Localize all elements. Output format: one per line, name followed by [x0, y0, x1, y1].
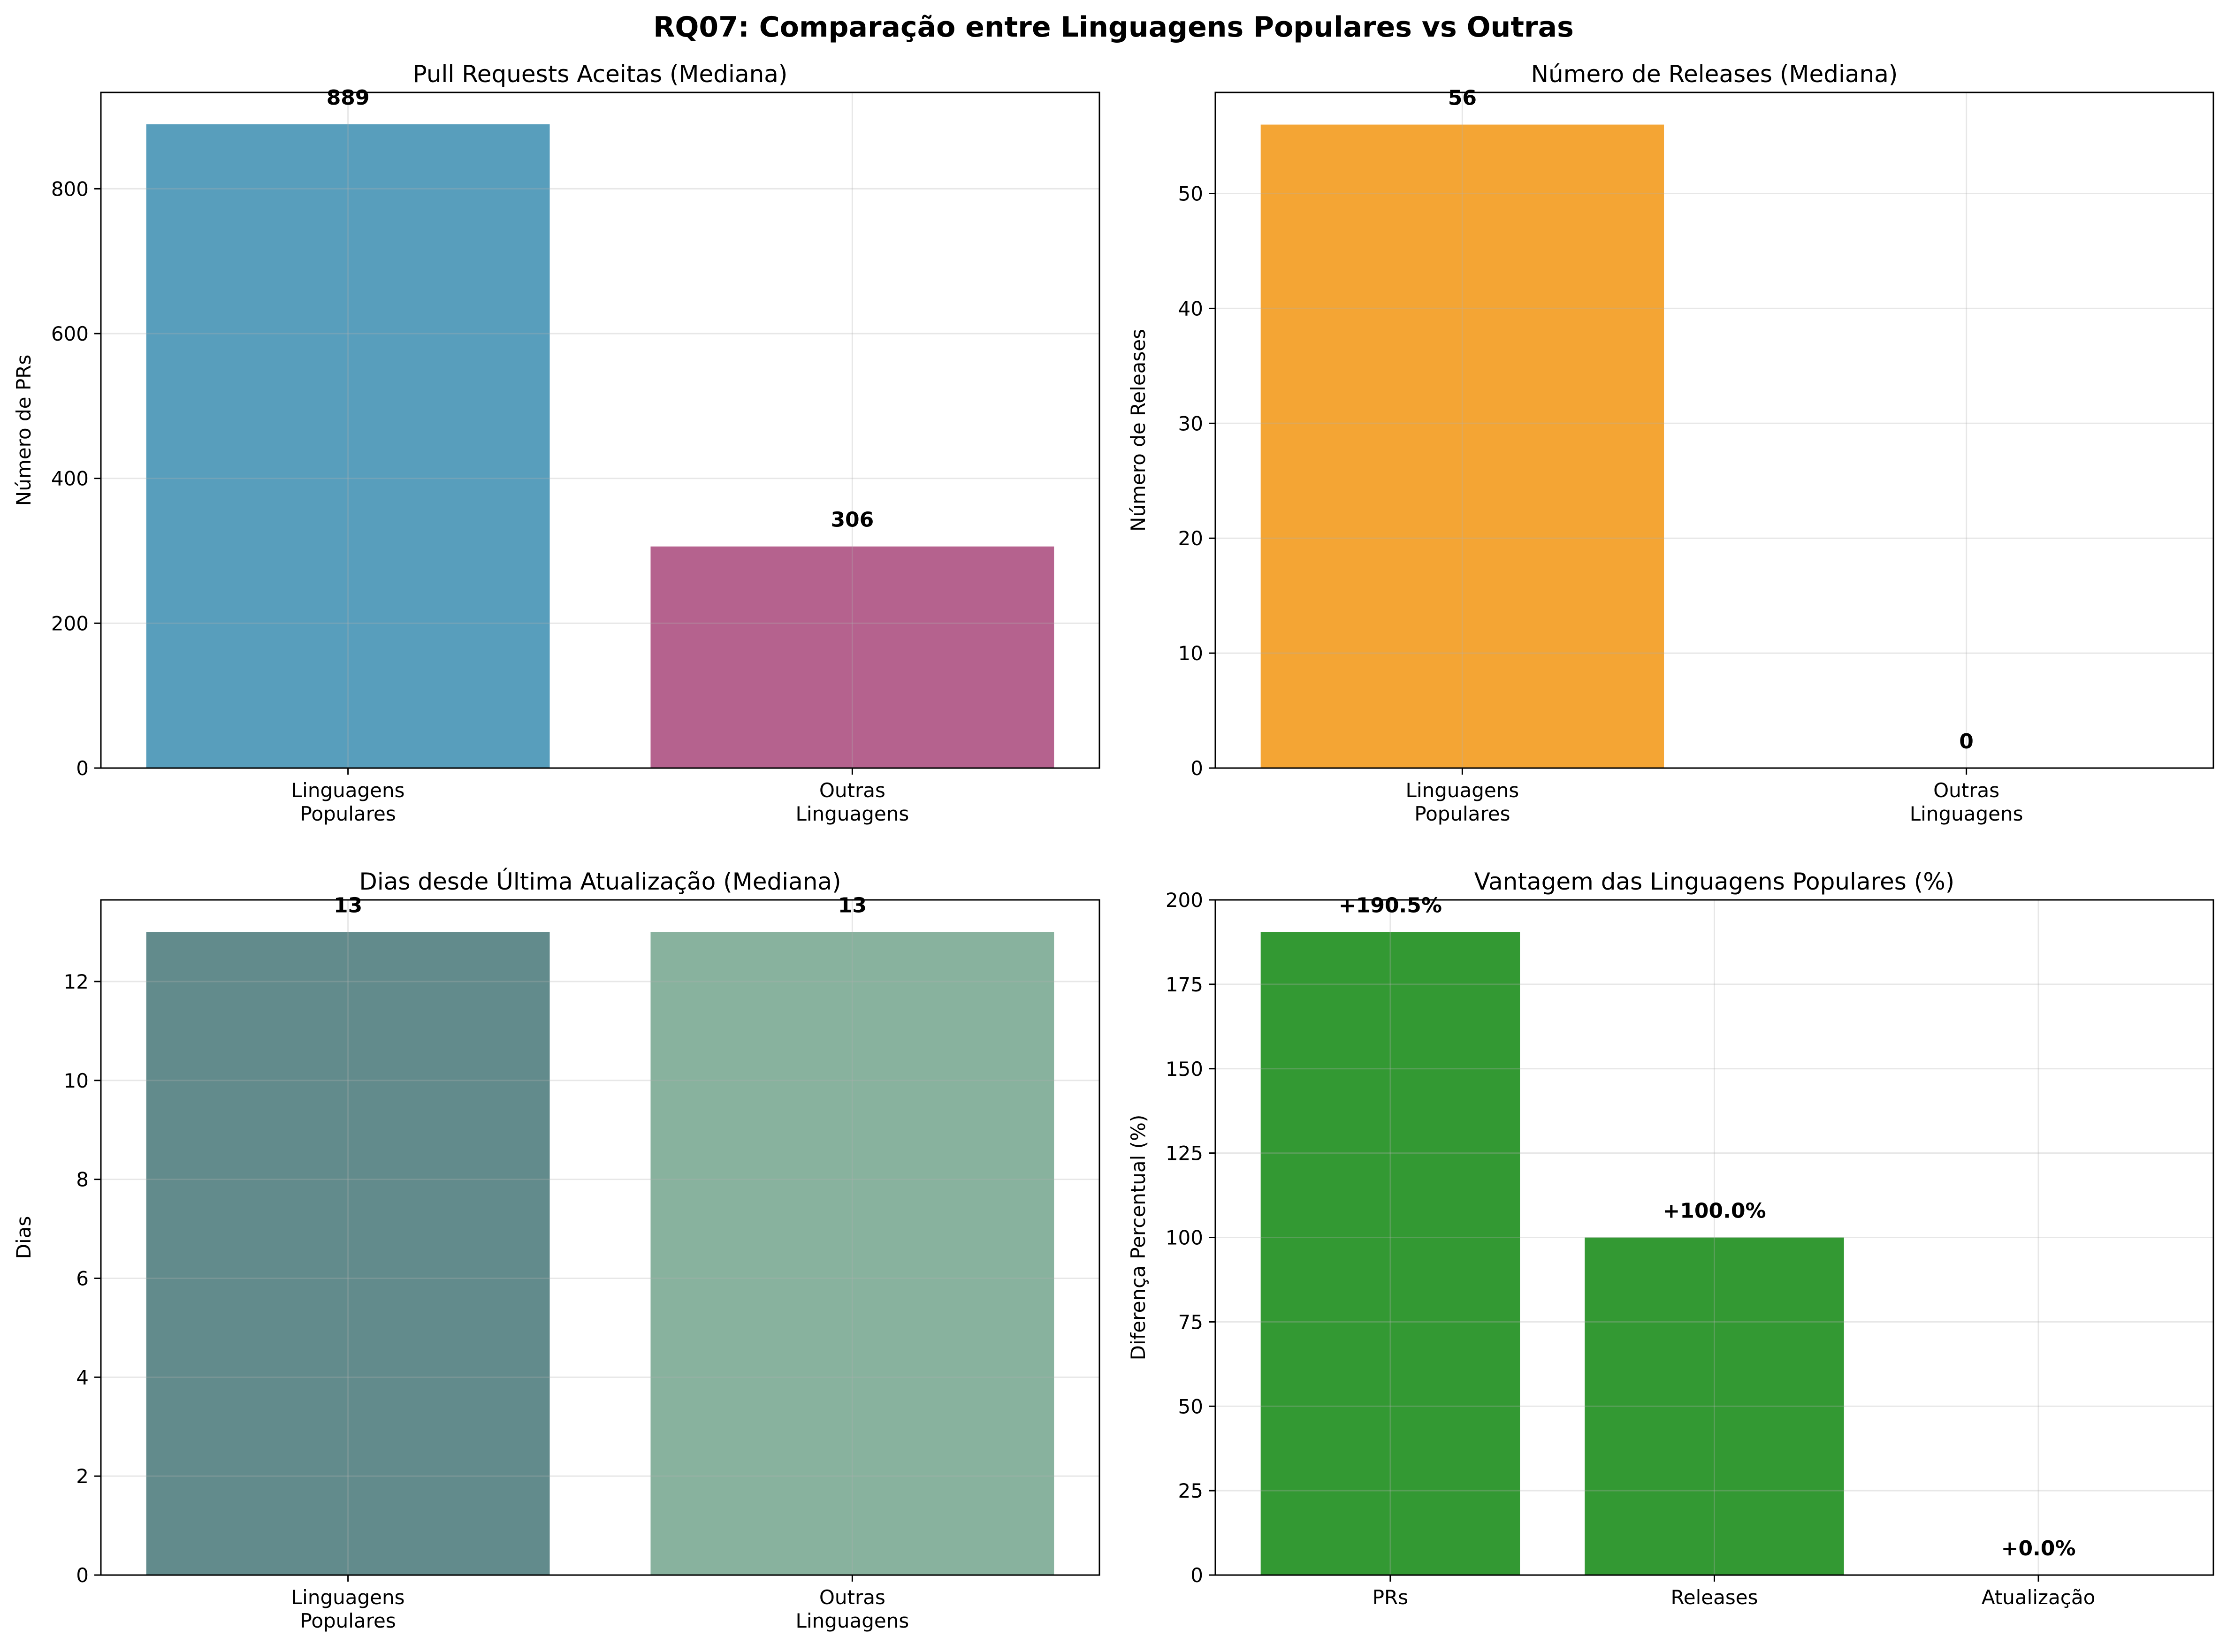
subplot-title: Dias desde Última Atualização (Mediana): [359, 868, 841, 895]
x-tick-label: Linguagens Populares: [1406, 779, 1519, 825]
data-label: 306: [831, 508, 874, 532]
y-tick-label: 12: [64, 970, 89, 993]
y-tick-label: 40: [1178, 297, 1203, 320]
figure-title: RQ07: Comparação entre Linguagens Popula…: [653, 11, 1574, 44]
y-tick-label: 10: [64, 1069, 89, 1092]
y-tick-label: 125: [1166, 1142, 1203, 1165]
data-label: 0: [1959, 730, 1974, 754]
y-tick-label: 200: [1166, 889, 1203, 912]
y-tick-label: 6: [76, 1267, 89, 1290]
x-tick-label: Releases: [1671, 1586, 1758, 1609]
y-tick-label: 50: [1178, 183, 1203, 206]
y-tick-label: 150: [1166, 1058, 1203, 1081]
bars: [146, 124, 1054, 769]
y-ticks: 0 25 50 75 100 125 150 175 200: [1166, 889, 1215, 1587]
y-tick-label: 25: [1178, 1479, 1203, 1502]
x-tick-label: Outras Linguagens: [1910, 779, 2023, 825]
data-label: +190.5%: [1339, 893, 1442, 917]
y-tick-label: 75: [1178, 1310, 1203, 1333]
subplot-title: Pull Requests Aceitas (Mediana): [413, 61, 788, 88]
x-tick-label: Atualização: [1982, 1586, 2095, 1609]
subplot-1: Pull Requests Aceitas (Mediana) 0 200 400 60…: [12, 61, 1100, 825]
data-label: +100.0%: [1663, 1199, 1766, 1223]
x-ticks: Linguagens Populares Outras Linguagens: [291, 1575, 909, 1632]
subplot-2: Número de Releases (Mediana) 0 10 20 30 40 50 L…: [1127, 61, 2214, 825]
y-tick-label: 200: [51, 612, 89, 635]
y-tick-label: 50: [1178, 1395, 1203, 1418]
bar: [1585, 1237, 1844, 1575]
y-tick-label: 800: [51, 177, 89, 200]
y-tick-label: 0: [76, 757, 89, 780]
data-label: 56: [1448, 86, 1477, 110]
bars: [1260, 932, 1844, 1575]
y-ticks: 0 2 4 6 8 10 12: [64, 970, 101, 1587]
bar: [1260, 124, 1664, 769]
y-axis-label: Dias: [12, 1216, 35, 1259]
x-tick-label: PRs: [1373, 1586, 1408, 1609]
y-tick-label: 600: [51, 322, 89, 345]
bars: [1260, 124, 1664, 769]
y-tick-label: 10: [1178, 642, 1203, 665]
y-tick-label: 2: [76, 1465, 89, 1488]
x-tick-label: Linguagens Populares: [291, 779, 405, 825]
data-label: 13: [838, 894, 867, 918]
bar: [146, 124, 550, 769]
x-ticks: Linguagens Populares Outras Linguagens: [291, 768, 909, 825]
y-tick-label: 0: [1190, 757, 1203, 780]
y-tick-label: 0: [76, 1564, 89, 1587]
y-tick-label: 8: [76, 1168, 89, 1191]
data-label: 889: [327, 86, 370, 110]
y-tick-label: 175: [1166, 973, 1203, 996]
x-tick-label: Linguagens Populares: [291, 1586, 405, 1632]
x-tick-label: Outras Linguagens: [796, 1586, 909, 1632]
bar: [146, 932, 550, 1575]
y-tick-label: 0: [1190, 1564, 1203, 1587]
y-tick-label: 4: [76, 1366, 89, 1389]
subplot-title: Número de Releases (Mediana): [1531, 61, 1898, 88]
data-label: 13: [334, 894, 362, 918]
value-labels: 56 0: [1448, 86, 1974, 754]
x-ticks: Linguagens Populares Outras Linguagens: [1406, 768, 2023, 825]
x-ticks: PRs Releases Atualização: [1373, 1575, 2095, 1609]
gridlines: [101, 900, 1099, 1576]
bars: [146, 932, 1054, 1575]
data-label: +0.0%: [2001, 1537, 2076, 1561]
y-ticks: 0 10 20 30 40 50: [1178, 183, 1215, 780]
subplot-title: Vantagem das Linguagens Populares (%): [1474, 868, 1955, 895]
y-axis-label: Número de Releases: [1127, 329, 1150, 532]
y-tick-label: 100: [1166, 1226, 1203, 1249]
axes-frame: [1214, 91, 2214, 769]
y-axis-label: Número de PRs: [12, 355, 35, 506]
y-tick-label: 400: [51, 467, 89, 490]
axes-frame: [100, 899, 1100, 1576]
x-tick-label: Outras Linguagens: [796, 779, 909, 825]
bar: [650, 932, 1054, 1575]
bar: [1260, 932, 1520, 1575]
y-tick-label: 20: [1178, 527, 1203, 550]
y-ticks: 0 200 400 600 800: [51, 177, 101, 780]
value-labels: 13 13: [334, 894, 867, 918]
y-tick-label: 30: [1178, 412, 1203, 435]
value-labels: 889 306: [327, 86, 874, 532]
axes-frame: [100, 91, 1100, 769]
subplot-4: Vantagem das Linguagens Populares (%) 0 25…: [1127, 868, 2214, 1609]
value-labels: +190.5% +100.0% +0.0%: [1339, 893, 2076, 1561]
subplot-3: Dias desde Última Atualização (Mediana) 0…: [12, 868, 1100, 1632]
bar: [650, 546, 1054, 768]
subplots: Pull Requests Aceitas (Mediana)020040060…: [12, 61, 2214, 1632]
y-axis-label: Diferença Percentual (%): [1127, 1115, 1150, 1361]
